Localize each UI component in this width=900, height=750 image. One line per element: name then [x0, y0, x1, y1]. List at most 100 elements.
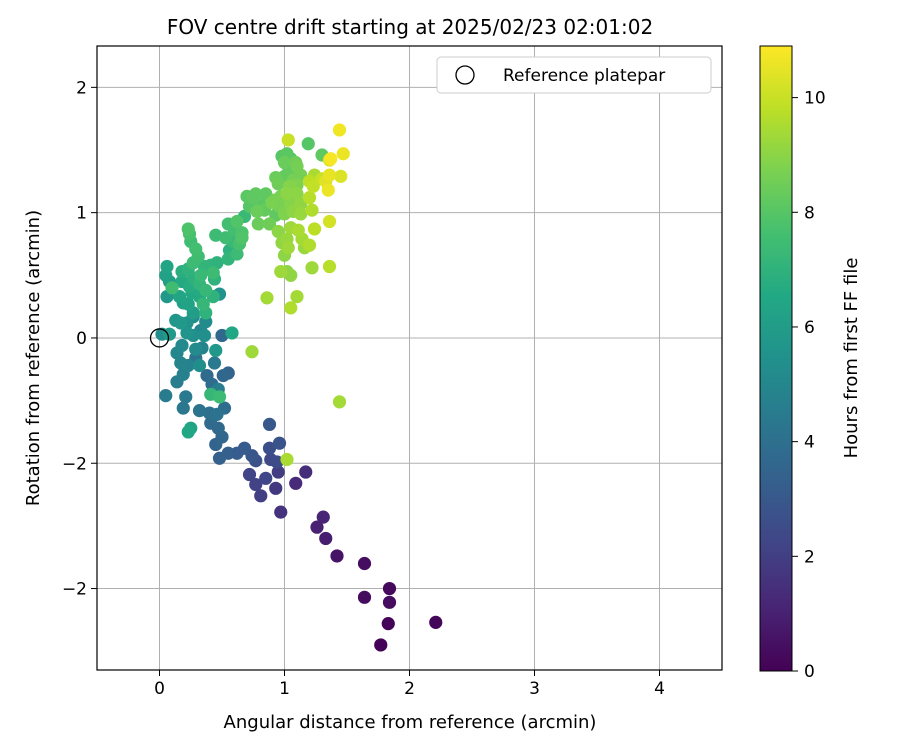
- chart-title: FOV centre drift starting at 2025/02/23 …: [167, 15, 653, 39]
- y-tick-label: −2: [62, 580, 87, 600]
- data-point: [281, 133, 295, 147]
- data-point: [209, 343, 223, 358]
- data-point: [209, 228, 223, 242]
- y-axis-label: Rotation from reference (arcmin): [23, 210, 44, 506]
- data-point: [196, 297, 210, 311]
- data-point: [336, 147, 350, 161]
- data-point: [382, 581, 397, 596]
- data-point: [176, 401, 190, 415]
- data-point: [215, 328, 229, 343]
- data-point: [429, 615, 443, 629]
- data-point: [274, 505, 288, 519]
- data-point: [322, 214, 337, 229]
- y-tick-label: −2: [62, 454, 87, 474]
- colorbar-tick-label: 8: [804, 203, 815, 223]
- data-points: [155, 123, 443, 652]
- data-point: [206, 266, 220, 280]
- data-point: [332, 395, 347, 409]
- data-point: [181, 297, 195, 311]
- data-point: [270, 455, 284, 469]
- data-point: [290, 187, 304, 201]
- data-point: [280, 452, 294, 467]
- data-point: [192, 404, 207, 418]
- data-point: [321, 183, 335, 197]
- legend-box: [436, 56, 712, 94]
- data-point: [180, 326, 194, 340]
- data-point: [249, 187, 263, 201]
- x-tick-label: 1: [279, 679, 290, 699]
- data-point: [260, 291, 274, 305]
- data-point: [235, 231, 249, 245]
- data-point: [307, 222, 322, 236]
- data-point: [274, 264, 288, 279]
- data-point: [181, 222, 195, 236]
- data-point: [281, 241, 295, 255]
- data-point: [269, 481, 283, 495]
- data-point: [334, 169, 348, 183]
- x-axis: 0 1 2 3 4: [154, 670, 665, 699]
- data-point: [245, 345, 259, 359]
- data-point: [192, 358, 207, 373]
- data-point: [165, 281, 179, 295]
- y-axis: 2 1 0 −2 −2: [62, 78, 97, 600]
- data-point: [262, 441, 277, 455]
- data-point: [265, 196, 279, 210]
- data-point: [322, 259, 337, 274]
- x-tick-label: 3: [529, 679, 540, 699]
- data-point: [262, 417, 277, 432]
- x-axis-label: Angular distance from reference (arcmin): [224, 712, 597, 733]
- data-point: [162, 327, 177, 341]
- data-point: [322, 168, 337, 182]
- data-point: [251, 217, 265, 231]
- legend: Reference platepar: [436, 56, 712, 94]
- y-tick-label: 0: [76, 329, 87, 349]
- colorbar-ticks: 0 2 4 6 8 10: [792, 89, 826, 682]
- data-point: [301, 137, 315, 151]
- data-point: [272, 436, 287, 450]
- data-point: [319, 531, 333, 546]
- y-tick-label: 2: [76, 78, 87, 98]
- data-point: [374, 638, 388, 652]
- data-point: [262, 217, 277, 231]
- legend-label: Reference platepar: [503, 66, 665, 86]
- data-point: [284, 268, 298, 282]
- data-point: [332, 123, 347, 137]
- data-point: [181, 425, 195, 439]
- colorbar-tick-label: 10: [804, 89, 826, 109]
- data-point: [302, 238, 317, 252]
- colorbar: 0 2 4 6 8 10 Hours from first FF file: [759, 45, 862, 682]
- data-point: [160, 259, 174, 274]
- data-point: [254, 489, 268, 503]
- data-point: [382, 595, 397, 609]
- data-point: [174, 356, 188, 370]
- x-tick-label: 4: [654, 679, 665, 699]
- data-point: [284, 301, 298, 315]
- data-point: [230, 247, 244, 261]
- data-point: [357, 590, 372, 604]
- data-point: [302, 191, 317, 205]
- data-point: [194, 268, 208, 282]
- x-tick-label: 2: [404, 679, 415, 699]
- data-point: [250, 204, 264, 218]
- data-point: [230, 214, 244, 229]
- data-point: [306, 179, 320, 193]
- data-point: [175, 338, 189, 353]
- data-point: [210, 407, 224, 421]
- reference-marker: [149, 328, 170, 348]
- data-point: [197, 328, 212, 343]
- data-point: [225, 326, 239, 340]
- data-point: [212, 451, 227, 465]
- data-point: [172, 290, 187, 304]
- data-point: [291, 223, 305, 237]
- reference-platepar-marker: [149, 328, 170, 348]
- data-point: [179, 390, 193, 404]
- colorbar-label: Hours from first FF file: [841, 258, 862, 459]
- data-point: [277, 155, 292, 170]
- data-point: [159, 388, 173, 403]
- data-point: [324, 152, 338, 166]
- data-point: [207, 356, 222, 370]
- data-point: [212, 390, 227, 404]
- data-point: [316, 510, 330, 524]
- data-point: [310, 520, 324, 534]
